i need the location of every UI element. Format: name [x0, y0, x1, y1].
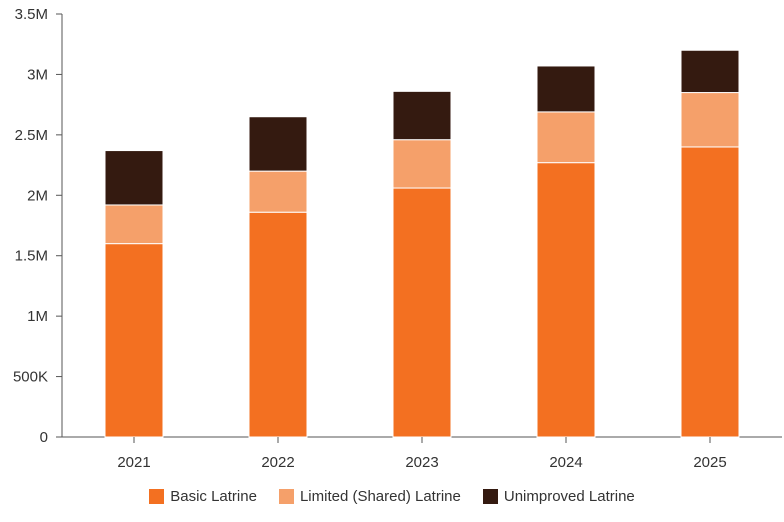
bar-limited-shared-latrine-2023 — [392, 139, 452, 189]
bar-basic-latrine-2024 — [536, 162, 596, 438]
legend-swatch-basic-latrine — [149, 489, 165, 504]
legend-item-basic-latrine[interactable]: Basic Latrine — [149, 488, 257, 505]
bar-limited-shared-latrine-2024 — [536, 111, 596, 164]
x-tick-label-2024: 2024 — [549, 454, 582, 471]
x-tick-label-2025: 2025 — [693, 454, 726, 471]
bar-basic-latrine-2022 — [248, 211, 308, 438]
bar-limited-shared-latrine-2022 — [248, 170, 308, 213]
y-tick-label-3: 1.5M — [15, 248, 48, 265]
legend-label-limited-shared-latrine: Limited (Shared) Latrine — [299, 488, 461, 505]
bar-unimproved-latrine-2021 — [104, 150, 164, 206]
bar-basic-latrine-2023 — [392, 187, 452, 438]
bar-basic-latrine-2025 — [680, 146, 740, 438]
bar-unimproved-latrine-2022 — [248, 116, 308, 172]
y-tick-label-2: 1M — [27, 308, 48, 325]
y-tick-label-4: 2M — [27, 187, 48, 204]
chart-plot: 0 500K 1M 1.5M 2M 2.5M 3M 3.5M 2021 2022 2023 2024 2… — [13, 6, 782, 471]
bar-limited-shared-latrine-2025 — [680, 92, 740, 148]
bar-unimproved-latrine-2025 — [680, 49, 740, 94]
bar-unimproved-latrine-2023 — [392, 90, 452, 141]
x-tick-label-2023: 2023 — [405, 454, 438, 471]
bar-unimproved-latrine-2024 — [536, 65, 596, 113]
x-tick-label-2021: 2021 — [117, 454, 150, 471]
legend-label-unimproved-latrine: Unimproved Latrine — [503, 488, 635, 505]
y-tick-label-7: 3.5M — [15, 6, 48, 23]
y-tick-label-1: 500K — [13, 369, 48, 386]
bar-limited-shared-latrine-2021 — [104, 204, 164, 245]
legend-label-basic-latrine: Basic Latrine — [170, 488, 257, 505]
legend-item-unimproved-latrine[interactable]: Unimproved Latrine — [482, 488, 635, 505]
y-tick-label-6: 3M — [27, 66, 48, 83]
legend-swatch-unimproved-latrine — [482, 489, 498, 504]
legend-item-limited-shared-latrine[interactable]: Limited (Shared) Latrine — [278, 488, 461, 505]
y-tick-label-5: 2.5M — [15, 127, 48, 144]
legend-swatch-limited-shared-latrine — [278, 489, 294, 504]
bar-basic-latrine-2021 — [104, 243, 164, 438]
y-tick-label-0: 0 — [40, 429, 48, 446]
x-tick-label-2022: 2022 — [261, 454, 294, 471]
legend: Basic Latrine Limited (Shared) Latrine U… — [0, 488, 784, 505]
